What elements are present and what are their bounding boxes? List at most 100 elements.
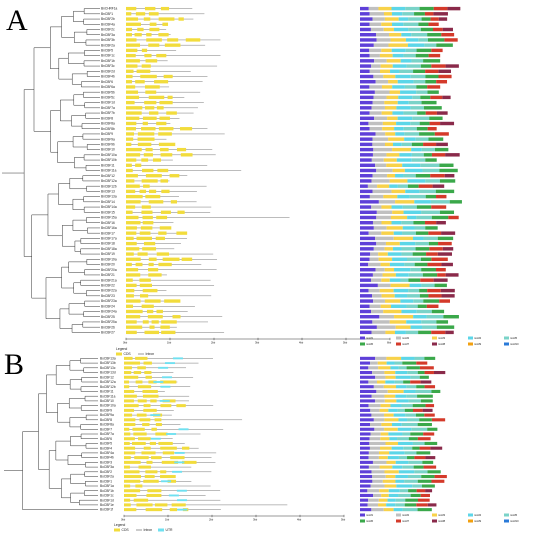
gene-row: BoCBF13a [100, 356, 436, 360]
motif-block [360, 330, 372, 335]
motif-block [425, 158, 437, 162]
cds-exon [126, 294, 134, 298]
motif-swatch [432, 513, 437, 517]
cds-exon [126, 163, 132, 167]
cds-exon [126, 80, 133, 84]
cds-exon [142, 247, 157, 251]
cds-exon [124, 366, 132, 370]
motif-block [386, 460, 396, 464]
cds-exon [147, 315, 163, 319]
motif-block [415, 137, 429, 141]
cds-exon [160, 153, 173, 157]
cds-exon [137, 27, 144, 32]
motif-block [369, 194, 384, 199]
motif-block [430, 446, 443, 450]
cds-exon [148, 95, 165, 100]
motif-block [419, 446, 431, 450]
motif-block [438, 241, 452, 246]
cds-exon [135, 484, 143, 488]
motif-block [360, 111, 370, 115]
motif-block [436, 43, 453, 47]
motif-block [412, 95, 421, 100]
motif-block [401, 247, 416, 251]
motif-block [392, 111, 404, 115]
motif-swatch [432, 336, 437, 340]
cds-exon [149, 27, 160, 32]
gene-label: BoCBF1d [100, 498, 114, 502]
motif-block [411, 153, 424, 157]
cds-exon [133, 432, 147, 436]
cds-exon [126, 273, 141, 277]
motif-block [389, 262, 405, 267]
motif-block [438, 69, 451, 74]
gene-label: BnCBF7a [101, 106, 115, 110]
motif-block [360, 85, 370, 89]
motif-block [383, 27, 394, 32]
motif-block [392, 85, 405, 89]
gene-label: BnCBF24a [101, 310, 117, 314]
motif-block [425, 194, 437, 199]
motif-label: motif2 [402, 336, 410, 340]
motif-block [360, 299, 374, 303]
motif-block [439, 210, 455, 215]
motif-block [431, 389, 441, 394]
motif-block [373, 418, 385, 422]
motif-block [440, 288, 455, 293]
cds-exon [126, 17, 139, 21]
axis-tick-label: 2kb [209, 518, 214, 522]
axis-tick-label: 4kb [297, 518, 302, 522]
motif-block [384, 106, 397, 110]
motif-swatch [360, 519, 365, 523]
gene-label: BnCBF16a [101, 226, 117, 230]
gene-row: BnCBF22 [101, 283, 447, 287]
motif-block [416, 205, 432, 209]
motif-block [420, 64, 432, 68]
cds-exon [141, 64, 151, 68]
motif-block [385, 132, 396, 136]
motif-block [405, 48, 417, 53]
cds-exon [137, 366, 146, 370]
cds-exon [170, 456, 185, 460]
motif-block [368, 498, 379, 502]
motif-block [397, 116, 413, 121]
motif-block [360, 375, 376, 379]
motif-block [370, 422, 382, 427]
cds-exon [126, 304, 134, 308]
gene-label: BnCBF5c [101, 95, 115, 99]
phylogenetic-tree [2, 8, 100, 333]
motif-block [391, 189, 406, 194]
motif-block [398, 366, 407, 370]
gene-row: BoCBF12 [100, 375, 429, 379]
motif-block [370, 27, 384, 32]
cds-exon [148, 380, 157, 384]
motif-block [406, 304, 418, 309]
motif-block [408, 399, 421, 403]
motif-block [372, 320, 390, 324]
motif-block [368, 465, 380, 469]
motif-block [423, 153, 432, 157]
cds-exon [137, 132, 155, 136]
gene-label: BoCBF3a [100, 465, 114, 469]
motif-block [427, 288, 441, 293]
motif-block [391, 446, 404, 450]
gene-label: BnCBF10 [101, 148, 115, 152]
motif-block [442, 247, 454, 251]
gene-row: BnCBF4b [101, 75, 452, 79]
gene-row: BnCBF13 [101, 189, 455, 194]
cds-exon [159, 226, 172, 230]
motif-block [392, 142, 402, 147]
cds-exon [124, 371, 132, 375]
gene-row: BnCBF8 [101, 116, 443, 120]
utr-block [168, 494, 179, 497]
motif-block [437, 273, 446, 277]
motif-block [423, 142, 437, 147]
cds-exon [124, 356, 133, 360]
gene-label: BoCBF2 [100, 470, 112, 474]
utr-block [178, 428, 189, 431]
cds-exon [137, 385, 152, 389]
motif-block [360, 389, 377, 394]
motif-block [360, 12, 370, 16]
cds-exon [126, 262, 132, 267]
motif-block [368, 404, 381, 408]
